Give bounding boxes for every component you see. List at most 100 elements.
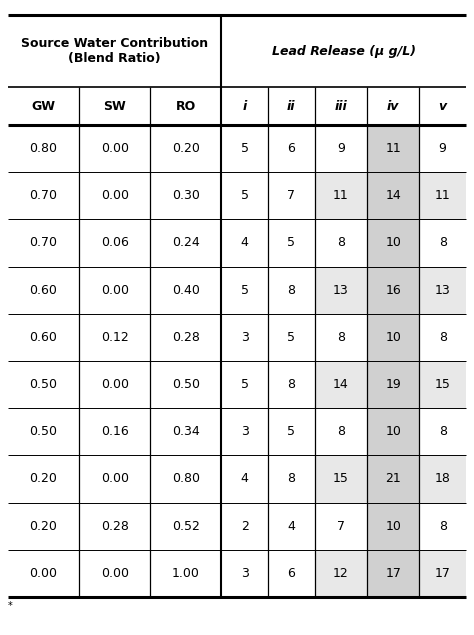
Text: 4: 4: [287, 519, 295, 533]
Bar: [315, 550, 367, 597]
Text: 19: 19: [385, 378, 401, 391]
Text: 8: 8: [337, 425, 345, 438]
Text: 0.28: 0.28: [101, 519, 128, 533]
Bar: [8, 125, 79, 172]
Bar: [150, 361, 221, 408]
Text: 8: 8: [438, 331, 447, 344]
Bar: [150, 314, 221, 361]
Text: 0.34: 0.34: [172, 425, 200, 438]
Text: 0.60: 0.60: [29, 284, 57, 297]
Text: 0.50: 0.50: [172, 378, 200, 391]
Text: 8: 8: [337, 236, 345, 250]
Bar: [367, 220, 419, 267]
Bar: [367, 314, 419, 361]
Text: 3: 3: [241, 425, 249, 438]
Text: 7: 7: [337, 519, 345, 533]
Text: 2: 2: [241, 519, 249, 533]
Bar: [419, 455, 466, 502]
Bar: [268, 550, 315, 597]
Bar: [8, 314, 79, 361]
Bar: [268, 408, 315, 455]
Text: 13: 13: [435, 284, 451, 297]
Bar: [315, 267, 367, 314]
Bar: [268, 267, 315, 314]
Bar: [268, 125, 315, 172]
Bar: [367, 455, 419, 502]
Bar: [419, 314, 466, 361]
Text: 0.00: 0.00: [100, 189, 128, 203]
Bar: [367, 172, 419, 220]
Bar: [221, 267, 268, 314]
Text: 4: 4: [241, 236, 249, 250]
Text: 17: 17: [385, 567, 401, 580]
Text: 18: 18: [435, 472, 451, 486]
Text: 10: 10: [385, 236, 401, 250]
Bar: [419, 502, 466, 550]
Bar: [268, 361, 315, 408]
Text: 4: 4: [241, 472, 249, 486]
Bar: [367, 314, 419, 361]
Text: 11: 11: [435, 189, 451, 203]
Text: 10: 10: [385, 425, 401, 438]
Text: 0.20: 0.20: [172, 142, 200, 155]
Bar: [150, 455, 221, 502]
Text: 0.16: 0.16: [101, 425, 128, 438]
Bar: [367, 408, 419, 455]
Text: 10: 10: [385, 331, 401, 344]
Text: 5: 5: [287, 331, 295, 344]
Text: 0.00: 0.00: [100, 567, 128, 580]
Bar: [79, 220, 150, 267]
Text: 0.70: 0.70: [29, 189, 57, 203]
Text: 8: 8: [287, 472, 295, 486]
Text: 0.40: 0.40: [172, 284, 200, 297]
Text: Source Water Contribution
(Blend Ratio): Source Water Contribution (Blend Ratio): [21, 37, 208, 65]
Bar: [315, 550, 367, 597]
Text: 8: 8: [438, 425, 447, 438]
Text: SW: SW: [103, 100, 126, 112]
Bar: [79, 502, 150, 550]
Bar: [419, 172, 466, 220]
Text: 8: 8: [337, 331, 345, 344]
Bar: [150, 125, 221, 172]
Text: 17: 17: [435, 567, 451, 580]
Bar: [367, 125, 419, 172]
Text: 0.12: 0.12: [101, 331, 128, 344]
Text: GW: GW: [32, 100, 55, 112]
Text: 15: 15: [333, 472, 349, 486]
Text: 0.00: 0.00: [29, 567, 57, 580]
Bar: [79, 455, 150, 502]
Text: 1.00: 1.00: [172, 567, 200, 580]
Text: 5: 5: [287, 425, 295, 438]
Bar: [150, 550, 221, 597]
Bar: [315, 267, 367, 314]
Text: 8: 8: [438, 236, 447, 250]
Bar: [367, 125, 419, 172]
Bar: [8, 172, 79, 220]
Bar: [315, 455, 367, 502]
Bar: [221, 455, 268, 502]
Text: iii: iii: [335, 100, 347, 112]
Text: 15: 15: [435, 378, 451, 391]
Bar: [8, 267, 79, 314]
Text: RO: RO: [176, 100, 196, 112]
Bar: [419, 172, 466, 220]
Text: 5: 5: [241, 378, 249, 391]
Bar: [315, 172, 367, 220]
Bar: [315, 172, 367, 220]
Text: 0.70: 0.70: [29, 236, 57, 250]
Bar: [419, 408, 466, 455]
Bar: [79, 172, 150, 220]
Bar: [419, 267, 466, 314]
Bar: [315, 361, 367, 408]
Bar: [150, 172, 221, 220]
Text: 13: 13: [333, 284, 349, 297]
Bar: [8, 455, 79, 502]
Bar: [419, 267, 466, 314]
Text: 3: 3: [241, 331, 249, 344]
Text: 8: 8: [287, 378, 295, 391]
Text: 7: 7: [287, 189, 295, 203]
Bar: [268, 220, 315, 267]
Text: 6: 6: [287, 567, 295, 580]
Bar: [315, 125, 367, 172]
Text: 0.28: 0.28: [172, 331, 200, 344]
